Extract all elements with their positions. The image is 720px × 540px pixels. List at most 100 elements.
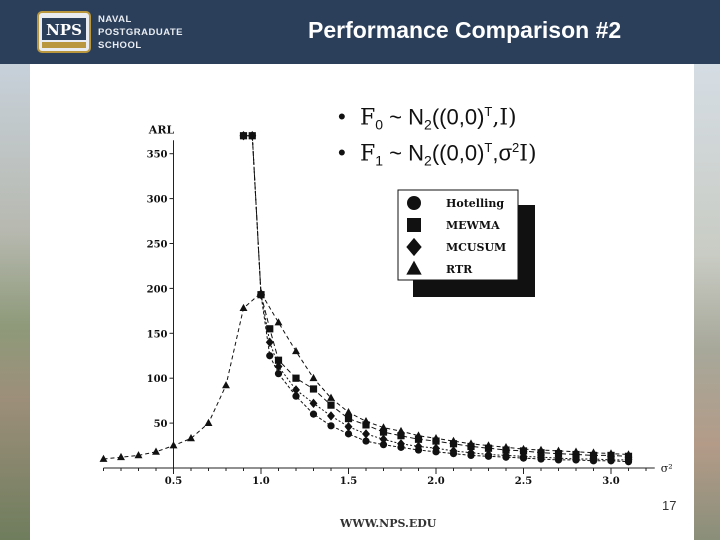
campus-photo-right [694,64,720,540]
series-line [243,135,629,461]
series-hotelling [239,132,633,466]
data-point [309,410,318,418]
data-point [266,325,274,333]
data-point [327,422,335,430]
data-point [537,445,545,453]
data-point [257,288,265,296]
logo-line: NAVAL [98,14,132,25]
series-rtr [99,288,633,462]
data-point [519,444,528,453]
logo-badge: NPS [46,21,82,39]
y-tick-label: 50 [154,419,168,430]
data-point [274,356,283,364]
data-point [502,443,510,451]
y-axis-label: ARL [148,123,175,136]
y-tick-label: 350 [147,150,168,161]
data-point [274,370,283,378]
data-point [414,431,423,439]
footer-url: WWW.NPS.EDU [340,517,437,530]
y-tick-label: 300 [147,195,168,206]
data-point [554,446,563,454]
nps-logo: NPS [36,10,92,54]
data-point [589,454,598,464]
data-point [266,352,274,360]
data-point [309,373,318,382]
data-point [362,437,370,445]
data-point [239,303,248,312]
data-point [327,393,335,401]
legend-marker [407,196,421,210]
data-point [589,448,598,456]
data-point [519,451,528,462]
data-point [572,447,580,455]
data-point [397,432,405,440]
data-point [309,385,318,393]
x-tick-label: 2.5 [515,476,532,487]
data-point [502,450,510,461]
distribution-bullets: • F0 ~ N2((0,0)T,I) • F1 ~ N2((0,0)T,σ2I) [338,104,537,176]
data-point [607,455,615,465]
page-number: 17 [662,498,677,513]
data-point [432,443,440,453]
legend-label: Hotelling [446,197,504,210]
data-point [292,385,300,395]
data-point [379,441,388,449]
y-tick-label: 250 [147,240,168,251]
legend-marker [407,218,421,232]
data-point [397,439,405,449]
data-point [449,446,458,456]
data-point [624,450,633,458]
data-point [99,454,108,462]
page-title: Performance Comparison #2 [308,17,622,43]
data-point [169,441,178,449]
campus-photo-left [0,64,30,540]
x-tick-label: 2.0 [427,476,444,487]
data-point [379,423,388,431]
data-point [309,398,318,409]
x-tick-label: 1.5 [340,476,357,487]
data-point [292,374,300,382]
data-point [414,441,423,452]
data-point [414,435,423,443]
x-tick-label: 3.0 [602,476,619,487]
data-point [397,426,405,435]
data-point [537,452,545,462]
y-tick-label: 200 [147,284,168,295]
data-point [362,421,370,429]
data-point [274,318,283,326]
data-point [362,429,370,439]
x-axis-label: σ² [661,462,673,475]
legend-marker [406,260,422,275]
data-point [248,131,257,141]
header-bar: NPS NAVAL POSTGRADUATE SCHOOL Performanc… [0,0,720,64]
logo-line: SCHOOL [98,40,142,51]
data-point [344,408,353,416]
data-point [134,451,143,459]
series-mcusum [239,131,633,465]
data-point [292,346,300,355]
data-point [344,422,353,432]
legend-marker [406,237,422,257]
legend-label: MCUSUM [446,241,506,254]
logo-line: POSTGRADUATE [98,27,183,38]
data-point [572,454,580,464]
data-point [379,434,388,444]
data-point [117,452,125,461]
data-point [379,428,388,436]
data-point [484,441,493,449]
data-point [467,439,475,447]
data-point [344,415,353,423]
data-point [607,449,615,457]
x-tick-label: 0.5 [165,476,182,487]
data-point [292,392,300,400]
data-point [554,453,563,463]
data-point [187,434,195,442]
data-point [484,449,493,460]
data-point [239,131,248,141]
x-tick-label: 1.0 [252,476,269,487]
data-point [449,436,458,444]
legend-label: RTR [446,263,473,276]
data-point [432,434,440,442]
logo-wordmark: NAVAL POSTGRADUATE SCHOOL [98,13,183,52]
